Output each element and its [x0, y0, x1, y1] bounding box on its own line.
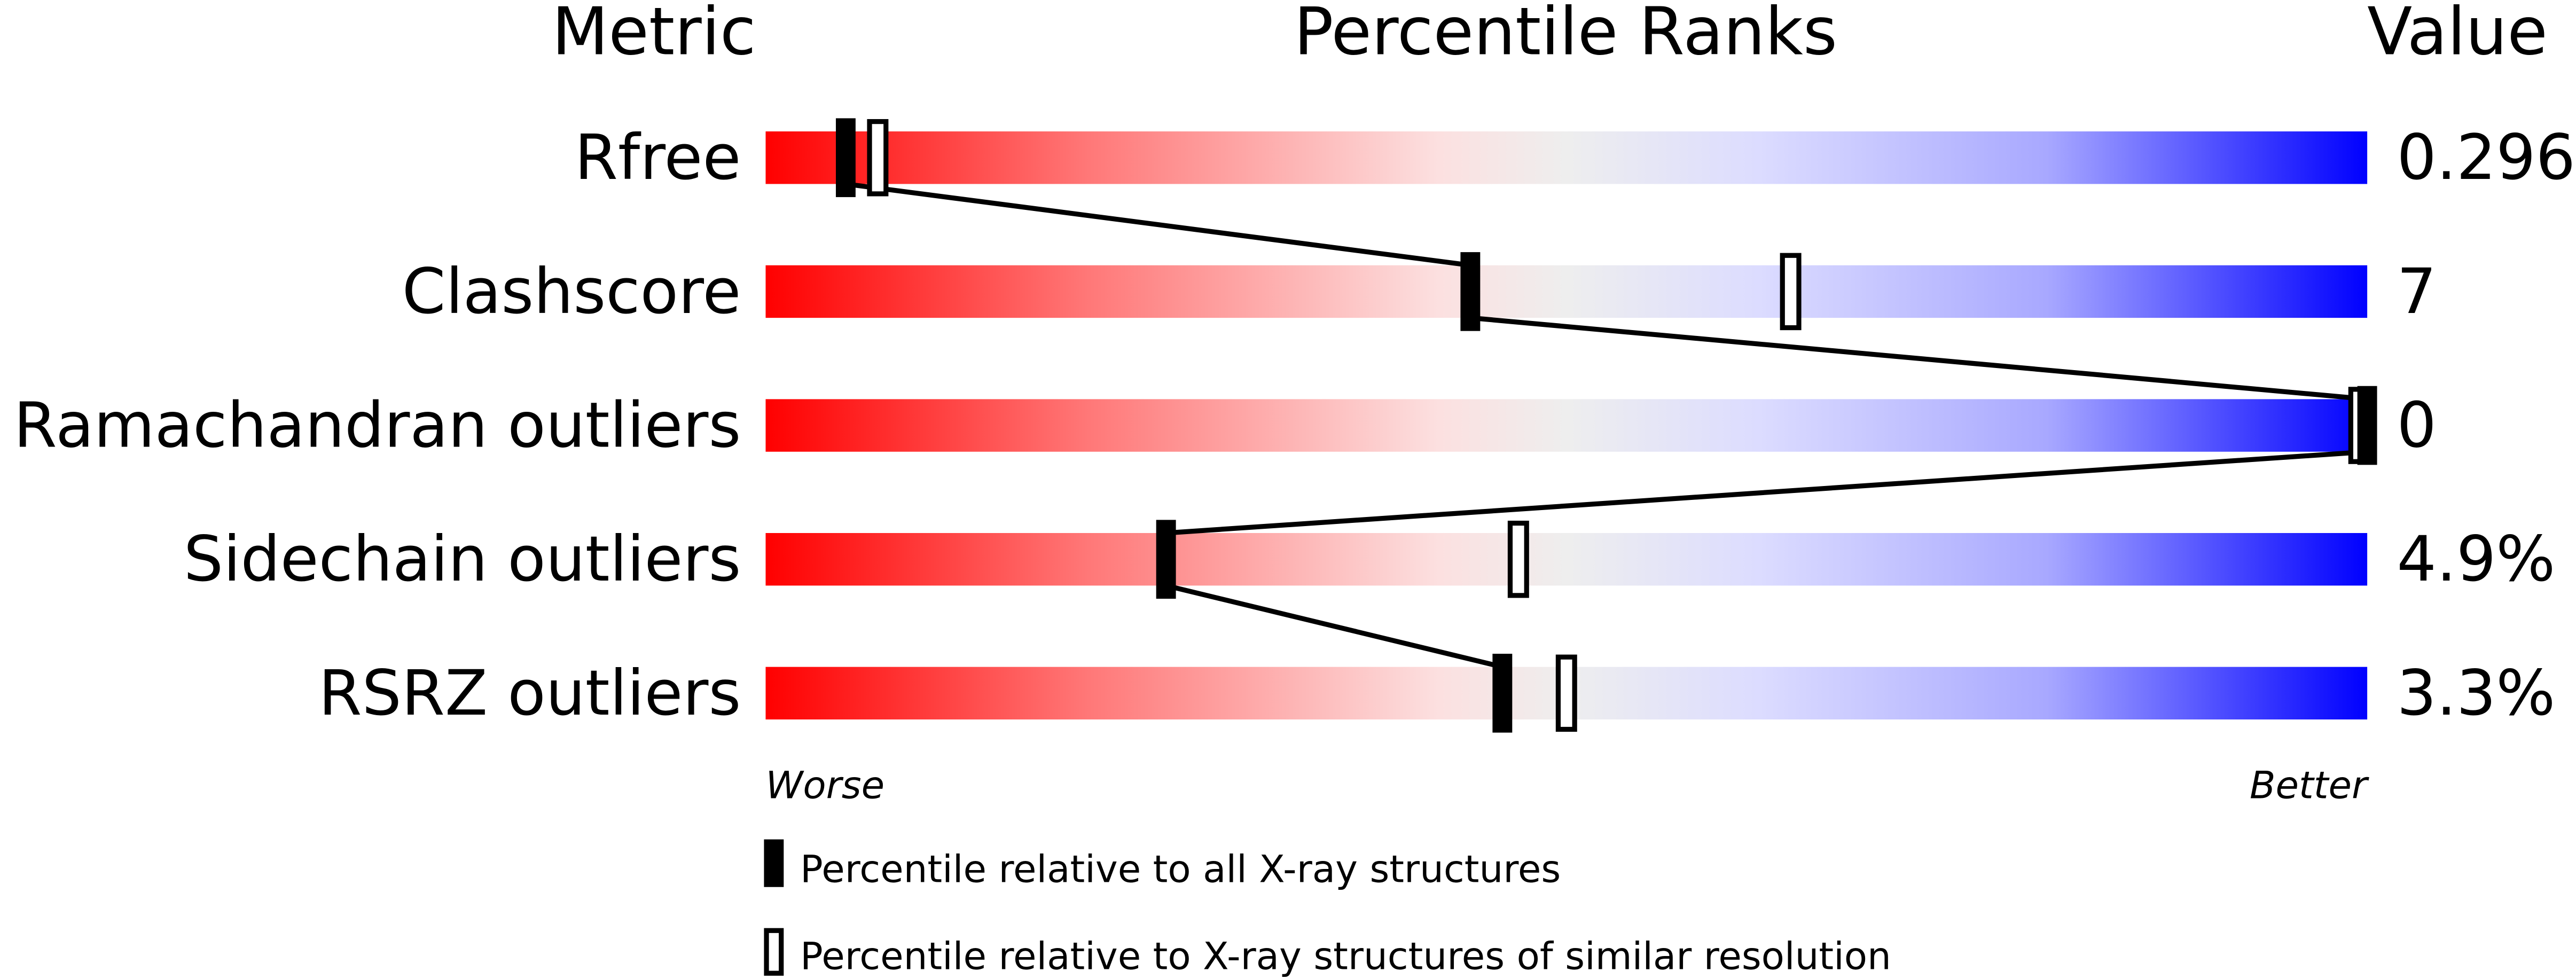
metric-label: RSRZ outliers — [318, 657, 741, 730]
metric-value: 7 — [2397, 255, 2436, 328]
metric-label: Sidechain outliers — [184, 523, 741, 596]
metric-value: 0.296 — [2397, 121, 2575, 194]
connector-line — [1165, 449, 2368, 536]
metric-bar — [765, 533, 2368, 586]
marker-all — [1156, 520, 1176, 599]
metric-value: 4.9% — [2397, 523, 2555, 596]
marker-all — [835, 118, 856, 198]
legend-all-label: Percentile relative to all X-ray structu… — [800, 847, 1561, 891]
marker-all — [1460, 252, 1481, 331]
marker-all — [2357, 386, 2377, 465]
connector-line — [845, 181, 1471, 268]
marker-all — [1492, 654, 1513, 733]
legend-similar-label: Percentile relative to X-ray structures … — [800, 934, 1891, 978]
marker-similar — [1780, 253, 1802, 331]
header-metric: Metric — [552, 0, 756, 70]
marker-similar — [867, 119, 889, 197]
better-label: Better — [2250, 763, 2369, 808]
metric-value: 3.3% — [2397, 657, 2555, 730]
connector-line — [1165, 583, 1503, 670]
metric-label: Rfree — [575, 121, 741, 194]
marker-similar — [1555, 654, 1577, 732]
header-percentile-ranks: Percentile Ranks — [1294, 0, 1837, 70]
connector-line — [1470, 315, 2368, 402]
header-value: Value — [2367, 0, 2548, 70]
legend-all-marker — [764, 839, 784, 887]
metric-bar — [765, 399, 2368, 452]
legend-similar-marker — [764, 928, 784, 976]
worse-label: Worse — [765, 763, 884, 808]
metric-label: Clashscore — [402, 255, 741, 328]
metric-bar — [765, 265, 2368, 318]
marker-similar — [1507, 520, 1529, 598]
metric-value: 0 — [2397, 389, 2436, 462]
metric-label: Ramachandran outliers — [13, 389, 741, 462]
metric-bar — [765, 131, 2368, 184]
